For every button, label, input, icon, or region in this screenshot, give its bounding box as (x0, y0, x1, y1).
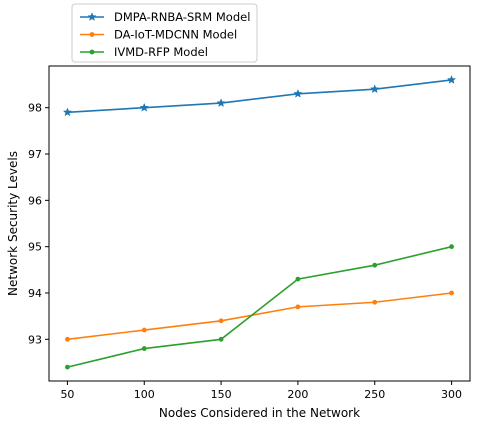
x-tick-label: 250 (364, 388, 385, 401)
data-point (449, 244, 454, 250)
y-tick-label: 97 (28, 148, 42, 161)
data-point (65, 364, 70, 370)
legend-box (71, 3, 258, 63)
y-tick-label: 95 (28, 241, 42, 254)
data-point-star (139, 102, 149, 112)
y-tick-label: 96 (28, 194, 42, 207)
series-2 (65, 244, 454, 370)
data-point (141, 346, 147, 351)
data-point (65, 336, 70, 342)
data-point-star (62, 107, 73, 117)
legend-entry: DA-IoT-MDCNN Model (80, 28, 237, 42)
y-tick-label: 93 (28, 333, 42, 346)
y-axis-label: Network Security Levels (6, 151, 20, 296)
legend-entry: IVMD-RFP Model (80, 45, 208, 59)
data-point (449, 290, 454, 296)
x-axis-label: Nodes Considered in the Network (159, 406, 360, 420)
x-axis: 50 100 150 200 250 300 (60, 381, 462, 401)
data-point (295, 276, 301, 282)
data-point (218, 318, 224, 324)
legend-label: DA-IoT-MDCNN Model (114, 28, 237, 42)
y-tick-label: 94 (28, 287, 42, 300)
series-line (67, 292, 452, 341)
data-point (89, 49, 95, 55)
series-layer (62, 75, 457, 370)
series-line (67, 245, 452, 368)
legend: DMPA-RNBA-SRM Model DA-IoT-MDCNN Model IVM… (71, 3, 258, 63)
series-1 (65, 290, 454, 342)
x-tick-label: 50 (60, 388, 74, 401)
data-point-star (293, 88, 303, 98)
data-point (89, 32, 95, 37)
x-tick-label: 300 (441, 388, 462, 401)
data-point (372, 262, 378, 268)
data-point (141, 327, 147, 333)
data-point (218, 336, 224, 342)
y-tick-label: 98 (28, 102, 42, 115)
x-tick-label: 150 (211, 388, 232, 401)
legend-label: IVMD-RFP Model (114, 45, 208, 59)
data-point (372, 299, 378, 305)
data-point-star (87, 12, 97, 21)
data-point-star (446, 75, 457, 84)
series-line (67, 79, 452, 114)
data-point (295, 304, 301, 310)
x-tick-label: 100 (134, 388, 155, 401)
legend-entry: DMPA-RNBA-SRM Model (80, 10, 250, 24)
plot-frame (48, 65, 471, 382)
data-point-star (216, 98, 226, 108)
series-0 (62, 75, 457, 117)
data-point-star (370, 84, 380, 94)
x-tick-label: 200 (287, 388, 308, 401)
legend-label: DMPA-RNBA-SRM Model (114, 10, 250, 24)
y-axis: 93 94 95 96 97 98 (28, 102, 49, 346)
